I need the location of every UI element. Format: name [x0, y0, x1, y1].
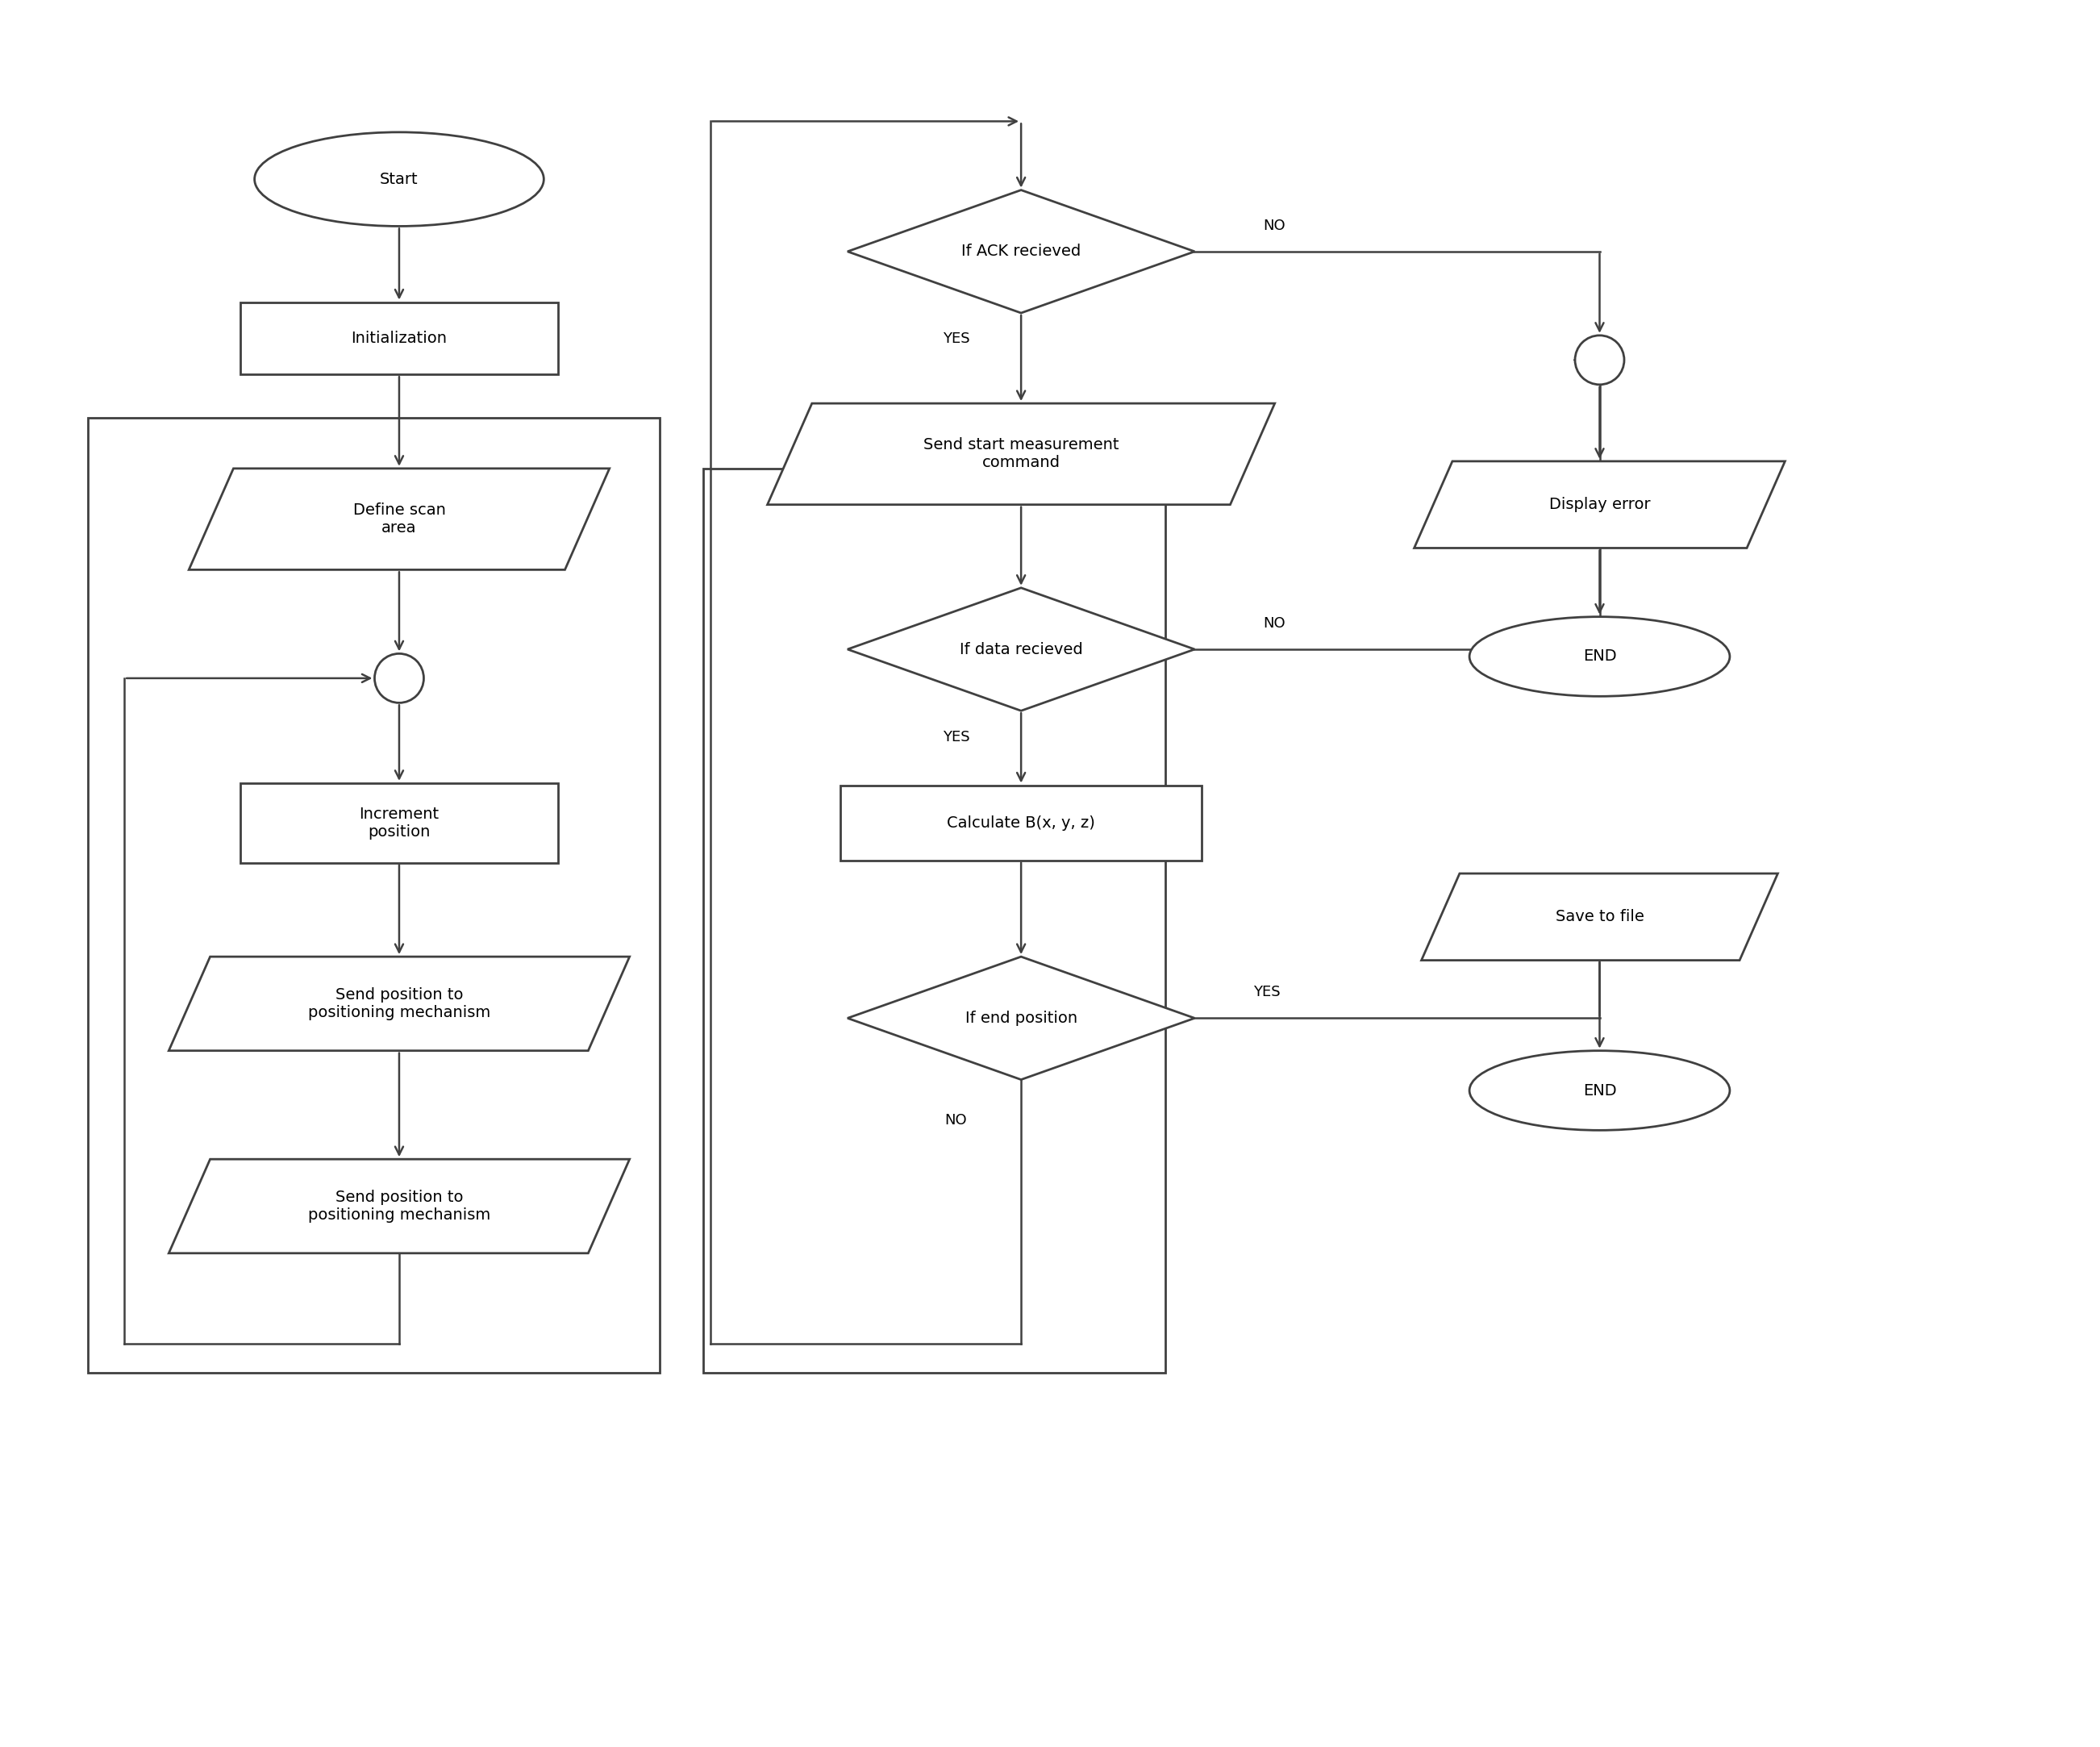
Polygon shape — [168, 957, 630, 1050]
Bar — [88, 418, 659, 1373]
Polygon shape — [848, 190, 1195, 313]
Circle shape — [1575, 335, 1623, 384]
Text: END: END — [1583, 1083, 1617, 1099]
Bar — [239, 783, 559, 863]
Text: NO: NO — [1262, 617, 1285, 631]
Text: YES: YES — [1254, 985, 1281, 999]
Polygon shape — [168, 1160, 630, 1253]
Text: NO: NO — [945, 1113, 968, 1127]
Text: If data recieved: If data recieved — [960, 641, 1084, 657]
Ellipse shape — [1470, 617, 1730, 697]
Bar — [239, 302, 559, 374]
Polygon shape — [1422, 874, 1779, 961]
Text: Define scan
area: Define scan area — [353, 503, 445, 536]
Text: NO: NO — [1262, 218, 1285, 232]
Text: Display error: Display error — [1550, 496, 1651, 512]
Polygon shape — [848, 587, 1195, 711]
Text: END: END — [1583, 648, 1617, 664]
Text: Send position to
positioning mechanism: Send position to positioning mechanism — [309, 987, 491, 1020]
Text: YES: YES — [943, 332, 970, 346]
Text: YES: YES — [943, 730, 970, 744]
Text: Send start measurement
command: Send start measurement command — [924, 437, 1119, 470]
Text: Save to file: Save to file — [1556, 908, 1644, 924]
Text: Calculate B(x, y, z): Calculate B(x, y, z) — [947, 816, 1096, 830]
Text: Increment
position: Increment position — [359, 807, 439, 839]
Text: Start: Start — [380, 171, 418, 187]
Text: Initialization: Initialization — [351, 330, 447, 346]
Bar — [704, 468, 1166, 1373]
Polygon shape — [848, 957, 1195, 1080]
Text: If end position: If end position — [966, 1010, 1077, 1025]
Text: If ACK recieved: If ACK recieved — [962, 245, 1082, 259]
Polygon shape — [766, 404, 1275, 505]
Circle shape — [374, 653, 424, 702]
Ellipse shape — [1470, 1050, 1730, 1130]
Ellipse shape — [254, 133, 544, 225]
Polygon shape — [1413, 461, 1785, 549]
Bar — [840, 784, 1201, 861]
Text: Send position to
positioning mechanism: Send position to positioning mechanism — [309, 1190, 491, 1223]
Polygon shape — [189, 468, 609, 570]
